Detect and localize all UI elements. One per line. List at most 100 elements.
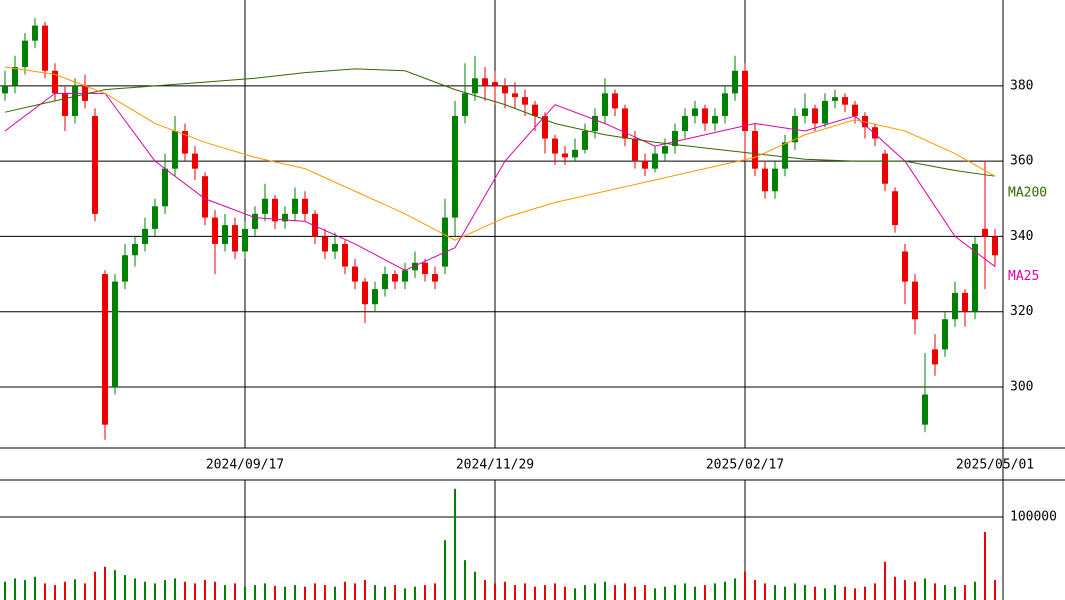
candle-body	[852, 104, 858, 116]
volume-bar	[394, 585, 396, 600]
volume-bar	[144, 581, 146, 600]
candle-body	[742, 70, 748, 132]
candle-body	[712, 115, 718, 124]
volume-bar	[844, 586, 846, 600]
candle-body	[882, 153, 888, 184]
candle-body	[672, 131, 678, 147]
candle-body	[652, 153, 658, 169]
candle-body	[562, 153, 568, 158]
candle-body	[312, 213, 318, 237]
volume-bar	[564, 586, 566, 600]
volume-bar	[384, 586, 386, 600]
candle-body	[982, 228, 988, 237]
candle-body	[372, 289, 378, 305]
ma-line	[4, 92, 996, 271]
candle-body	[482, 78, 488, 86]
volume-bar	[294, 585, 296, 600]
candle-body	[272, 198, 278, 222]
legend-label: MA25	[1008, 269, 1039, 284]
candle-body	[292, 198, 298, 214]
candle-body	[912, 281, 918, 320]
candle-body	[142, 228, 148, 244]
volume-bar	[944, 585, 946, 600]
y-tick-label: 340	[1010, 229, 1033, 244]
volume-bar	[444, 540, 446, 600]
candle-body	[132, 243, 138, 256]
candle-body	[962, 292, 968, 312]
candle-body	[942, 319, 948, 350]
candle-body	[612, 93, 618, 109]
candle-body	[32, 25, 38, 41]
volume-bar	[134, 578, 136, 600]
candle-body	[772, 168, 778, 192]
candle-body	[212, 217, 218, 244]
candle-body	[632, 138, 638, 162]
candle-body	[722, 93, 728, 116]
volume-bar	[284, 586, 286, 600]
y-tick-label: 320	[1010, 304, 1033, 319]
volume-bar	[614, 585, 616, 600]
volume-bar	[884, 561, 886, 600]
candle-body	[992, 236, 998, 256]
volume-bar	[524, 583, 526, 600]
candle-body	[112, 281, 118, 388]
candle-body	[532, 104, 538, 116]
candle-body	[932, 349, 938, 365]
volume-bar	[994, 580, 996, 600]
volume-bar	[164, 580, 166, 600]
candle-body	[502, 85, 508, 94]
volume-bar	[594, 583, 596, 600]
candle-body	[262, 198, 268, 214]
volume-bar	[694, 586, 696, 600]
volume-bar	[34, 576, 36, 600]
volume-bar	[574, 588, 576, 600]
volume-bar	[364, 580, 366, 600]
candle-body	[172, 131, 178, 169]
x-tick-label: 2025/02/17	[706, 458, 784, 473]
candle-body	[52, 70, 58, 94]
candle-body	[42, 25, 48, 71]
volume-bar	[234, 583, 236, 600]
candle-body	[442, 217, 448, 267]
candle-body	[522, 97, 528, 105]
volume-bar	[414, 586, 416, 600]
candle-body	[232, 225, 238, 252]
volume-bar	[644, 585, 646, 600]
volume-bar	[204, 580, 206, 600]
volume-bar	[74, 579, 76, 600]
candle-body	[102, 274, 108, 425]
volume-bar	[354, 583, 356, 600]
volume-bar	[914, 581, 916, 600]
candle-body	[342, 243, 348, 267]
volume-bar	[424, 585, 426, 600]
volume-bar	[214, 581, 216, 600]
candle-body	[472, 78, 478, 94]
volume-bar	[854, 588, 856, 600]
candle-body	[362, 281, 368, 305]
candle-body	[412, 262, 418, 271]
volume-bar	[484, 580, 486, 600]
volume-bar	[544, 585, 546, 600]
x-tick-label: 2025/05/01	[956, 458, 1034, 473]
candle-body	[602, 93, 608, 116]
volume-bar	[14, 578, 16, 600]
candle-body	[332, 243, 338, 252]
volume-bar	[404, 588, 406, 600]
volume-bar	[874, 583, 876, 600]
volume-bar	[64, 581, 66, 600]
candle-body	[202, 176, 208, 218]
candle-body	[692, 108, 698, 116]
volume-bar	[84, 583, 86, 600]
ma-line	[4, 68, 996, 177]
candle-body	[922, 394, 928, 425]
volume-bar	[624, 583, 626, 600]
volume-bar	[314, 583, 316, 600]
x-tick-label: 2024/11/29	[456, 458, 534, 473]
volume-bar	[654, 588, 656, 600]
volume-bar	[684, 583, 686, 600]
candle-body	[222, 225, 228, 244]
candle-body	[832, 97, 838, 101]
candle-body	[702, 108, 708, 124]
